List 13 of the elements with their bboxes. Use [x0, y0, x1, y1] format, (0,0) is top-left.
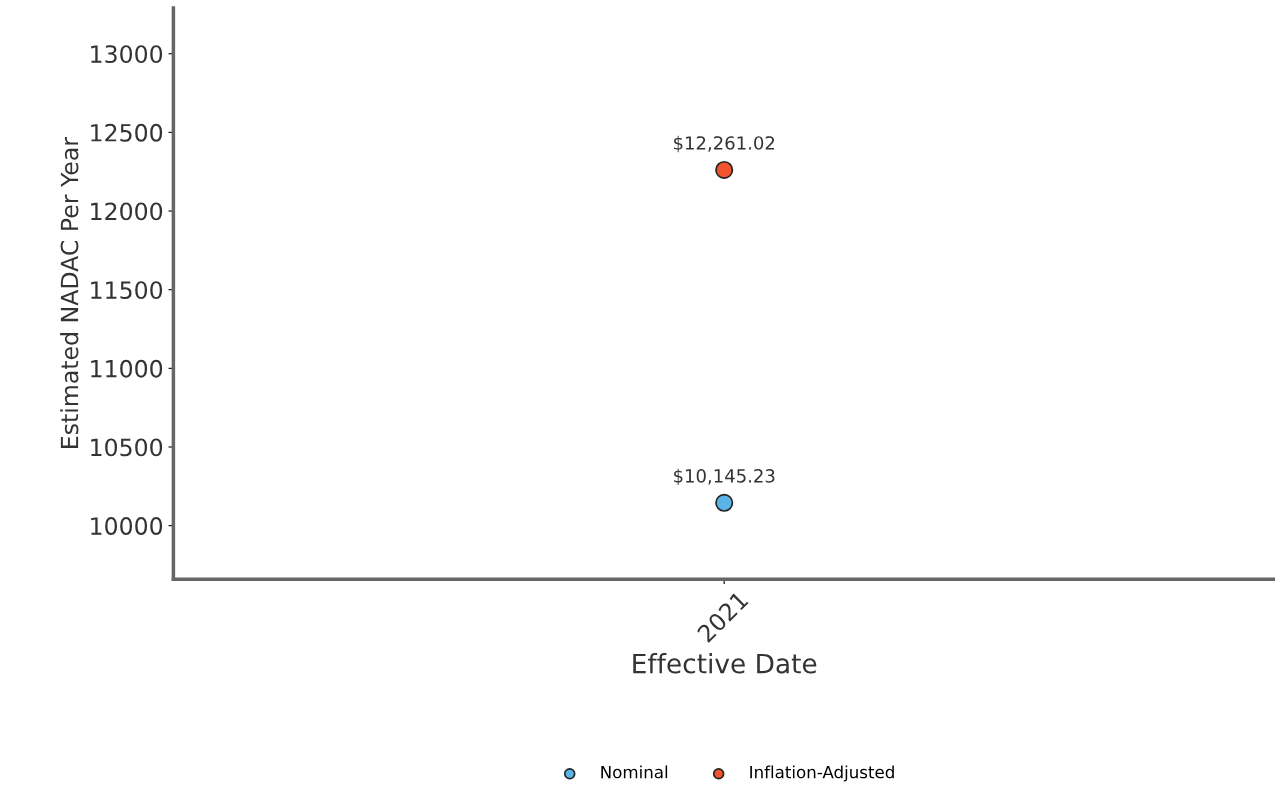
x-axis-title: Effective Date — [633, 653, 817, 674]
y-tick-label: 11000 — [91, 359, 163, 378]
legend-label: Nominal — [601, 765, 668, 779]
y-axis-title: Estimated NADAC Per Year — [60, 137, 79, 448]
y-tick-label: 12000 — [91, 202, 163, 221]
y-tick-label: 10000 — [91, 517, 163, 535]
data-label: $12,261.02 — [674, 135, 775, 153]
y-tick-label: 13000 — [91, 45, 163, 64]
legend-label: Inflation-Adjusted — [750, 765, 894, 782]
y-tick-label: 11500 — [91, 281, 163, 299]
y-tick-label: 10500 — [91, 438, 163, 457]
data-label: $10,145.23 — [674, 468, 775, 486]
y-tick-label: 12500 — [91, 123, 163, 142]
